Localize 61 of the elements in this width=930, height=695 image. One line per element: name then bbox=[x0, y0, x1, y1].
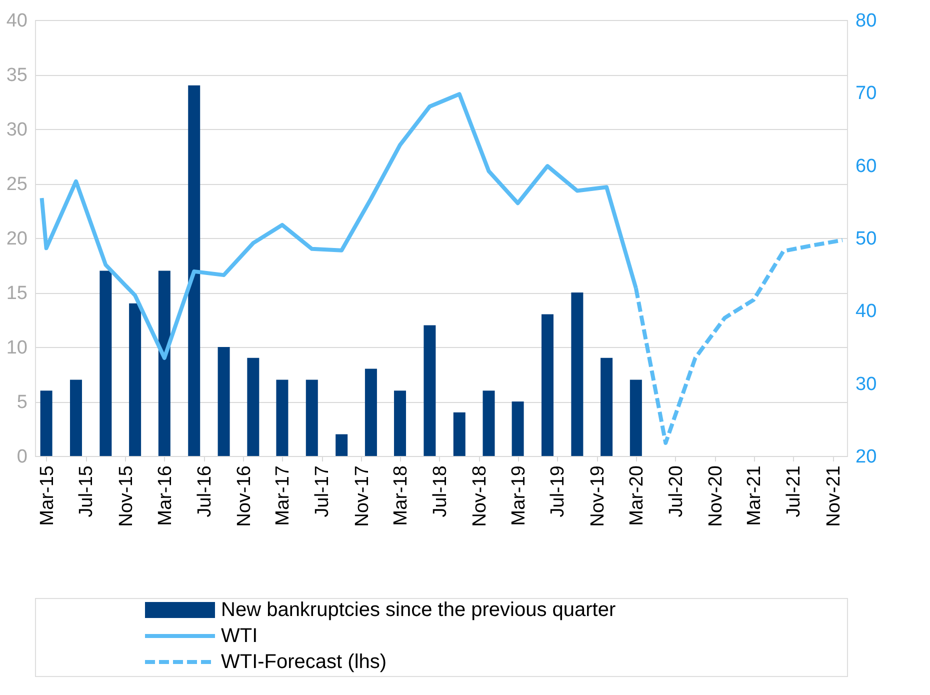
bar bbox=[70, 380, 82, 456]
y-tick-label: 15 bbox=[6, 283, 28, 304]
bar bbox=[100, 270, 112, 456]
x-tick-label: Nov-21 bbox=[823, 466, 844, 527]
x-tick-label: Jul-17 bbox=[312, 466, 334, 518]
x-tick-label: Jul-18 bbox=[430, 466, 451, 518]
bar bbox=[188, 85, 200, 456]
bar bbox=[40, 390, 52, 456]
y2-tick-label: 70 bbox=[856, 83, 877, 104]
x-tick-label: Mar-21 bbox=[744, 466, 766, 526]
x-tick-label: Mar-15 bbox=[36, 466, 58, 526]
y2-tick-label: 80 bbox=[856, 10, 877, 32]
x-tick-label: Mar-18 bbox=[390, 466, 412, 526]
x-tick-label: Nov-19 bbox=[587, 466, 608, 527]
bar bbox=[247, 358, 260, 456]
bar bbox=[424, 325, 436, 456]
bar bbox=[394, 390, 406, 456]
y-tick-label: 10 bbox=[6, 338, 28, 358]
y-tick-label: 20 bbox=[6, 228, 28, 250]
x-tick-label: Jul-16 bbox=[194, 466, 216, 518]
x-tick-label: Jul-19 bbox=[548, 466, 569, 518]
x-tick-label: Nov-15 bbox=[116, 466, 137, 527]
x-tick-label: Nov-20 bbox=[706, 466, 726, 527]
bar bbox=[600, 358, 613, 456]
x-tick-label: Jul-21 bbox=[784, 466, 805, 518]
x-tick-label: Nov-16 bbox=[234, 466, 255, 527]
y-tick-label: 25 bbox=[6, 174, 28, 195]
y2-tick-label: 50 bbox=[856, 228, 877, 250]
x-tick-label: Mar-19 bbox=[508, 466, 530, 526]
y-tick-label: 5 bbox=[16, 392, 28, 413]
bar bbox=[453, 412, 466, 456]
bar bbox=[482, 390, 495, 456]
bar bbox=[276, 380, 288, 456]
y-tick-label: 35 bbox=[6, 65, 28, 86]
legend-label: WTI-Forecast (lhs) bbox=[221, 651, 387, 673]
bar bbox=[364, 368, 377, 456]
bar bbox=[512, 402, 524, 456]
bar bbox=[158, 270, 170, 456]
x-tick-label: Jul-20 bbox=[666, 466, 687, 518]
y-tick-label: 0 bbox=[16, 446, 28, 468]
bar bbox=[218, 347, 230, 456]
legend-label: New bankruptcies since the previous quarter bbox=[221, 599, 616, 621]
y2-tick-label: 30 bbox=[856, 374, 877, 395]
y2-tick-label: 40 bbox=[856, 301, 877, 322]
x-tick-label: Mar-17 bbox=[272, 466, 294, 526]
bar bbox=[630, 380, 642, 456]
y-tick-label: 30 bbox=[6, 120, 28, 140]
x-tick-label: Nov-17 bbox=[352, 466, 373, 527]
y2-tick-label: 60 bbox=[856, 156, 877, 177]
bar bbox=[571, 292, 584, 456]
bar bbox=[306, 380, 318, 456]
x-tick-label: Mar-20 bbox=[626, 466, 648, 526]
legend-label: WTI bbox=[221, 625, 258, 647]
x-tick-label: Nov-18 bbox=[470, 466, 491, 527]
x-tick-label: Jul-15 bbox=[76, 466, 98, 518]
y2-tick-label: 20 bbox=[856, 446, 877, 468]
bar bbox=[129, 303, 142, 456]
y-tick-label: 40 bbox=[6, 10, 28, 32]
bar bbox=[336, 434, 348, 456]
bar bbox=[542, 314, 554, 456]
x-tick-label: Mar-16 bbox=[154, 466, 176, 526]
